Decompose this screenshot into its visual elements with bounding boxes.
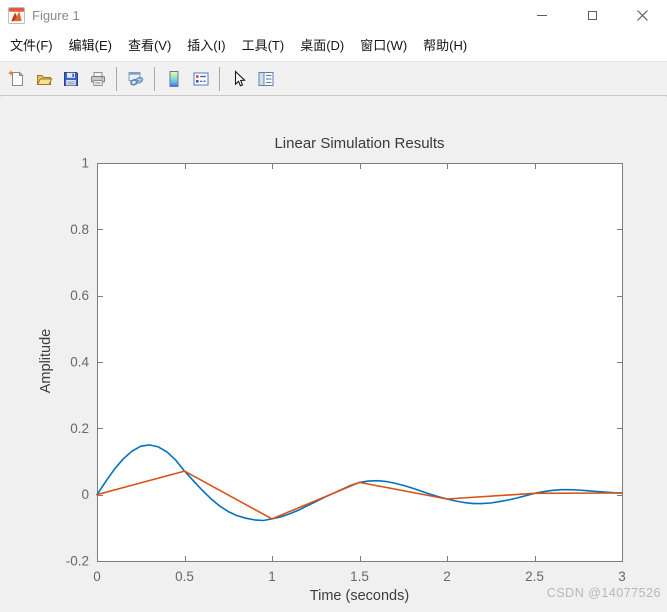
- plot-area: [97, 163, 623, 562]
- toolbar-separator: [219, 66, 220, 91]
- window-title: Figure 1: [32, 7, 80, 23]
- link-plot-button[interactable]: [122, 65, 149, 92]
- maximize-button[interactable]: [567, 0, 617, 30]
- x-tick-label: 2: [443, 569, 451, 584]
- menu-desktop[interactable]: 桌面(D): [300, 38, 345, 53]
- y-tick-label: -0.2: [66, 554, 89, 569]
- y-axis-label: Amplitude: [38, 328, 54, 394]
- menu-edit[interactable]: 编辑(E): [68, 38, 112, 53]
- insert-legend-icon: [193, 72, 208, 85]
- watermark: CSDN @14077526: [546, 586, 661, 600]
- property-inspector-icon: [258, 71, 273, 86]
- x-axis-label: Time (seconds): [309, 588, 410, 604]
- toolbar-separator: [116, 66, 117, 91]
- edit-plot-button[interactable]: [225, 65, 252, 92]
- print-icon: [90, 71, 105, 86]
- save-figure-button[interactable]: [57, 65, 84, 92]
- chart-title: Linear Simulation Results: [274, 135, 445, 152]
- y-tick-label: 0.2: [70, 421, 89, 436]
- plot-svg: 0 0.5 1 1.5 2 2.5 3 -0.2 0 0.2 0.4 0.6 0.8 1: [66, 156, 626, 585]
- x-tick-label: 1: [268, 569, 276, 584]
- matlab-figure-icon: [8, 6, 25, 24]
- y-tick-label: 1: [81, 156, 89, 171]
- menu-window[interactable]: 窗口(W): [360, 38, 408, 53]
- save-figure-icon: [63, 71, 78, 86]
- x-tick-label: 1.5: [350, 569, 369, 584]
- menu-file[interactable]: 文件(F): [10, 38, 53, 53]
- menu-bar: 文件(F) 编辑(E) 查看(V) 插入(I) 工具(T) 桌面(D) 窗口(W…: [0, 30, 667, 62]
- menu-insert[interactable]: 插入(I): [187, 38, 226, 53]
- insert-legend-button[interactable]: [187, 65, 214, 92]
- new-figure-button[interactable]: [3, 65, 30, 92]
- x-tick-label: 0.5: [175, 569, 194, 584]
- edit-plot-icon: [234, 69, 246, 87]
- open-file-button[interactable]: [30, 65, 57, 92]
- figure-toolbar: [0, 62, 667, 96]
- minimize-button[interactable]: [517, 0, 567, 30]
- menu-tools[interactable]: 工具(T): [241, 38, 285, 53]
- close-icon: [636, 9, 648, 21]
- close-button[interactable]: [617, 0, 667, 30]
- menu-help[interactable]: 帮助(H): [423, 38, 468, 53]
- insert-colorbar-button[interactable]: [160, 65, 187, 92]
- menu-view[interactable]: 查看(V): [127, 38, 172, 53]
- insert-colorbar-icon: [169, 70, 178, 87]
- property-inspector-button[interactable]: [252, 65, 279, 92]
- maximize-icon: [587, 10, 597, 20]
- new-figure-icon: [7, 69, 24, 86]
- y-tick-label: 0.4: [70, 355, 89, 370]
- minimize-icon: [537, 14, 547, 16]
- x-tick-label: 3: [618, 569, 626, 584]
- link-plot-icon: [128, 71, 143, 86]
- toolbar-separator: [154, 66, 155, 91]
- series-sampled-response: [96, 470, 623, 520]
- x-tick-label: 2.5: [525, 569, 544, 584]
- y-tick-label: 0: [81, 487, 89, 502]
- y-tick-label: 0.8: [70, 222, 89, 237]
- y-tick-label: 0.6: [70, 288, 89, 303]
- figure-canvas: 0 0.5 1 1.5 2 2.5 3 -0.2 0 0.2 0.4 0.6 0.8 1 Linear S…: [0, 97, 667, 612]
- print-figure-button[interactable]: [84, 65, 111, 92]
- x-tick-label: 0: [93, 569, 101, 584]
- title-bar: Figure 1: [0, 0, 667, 30]
- open-file-icon: [36, 74, 53, 85]
